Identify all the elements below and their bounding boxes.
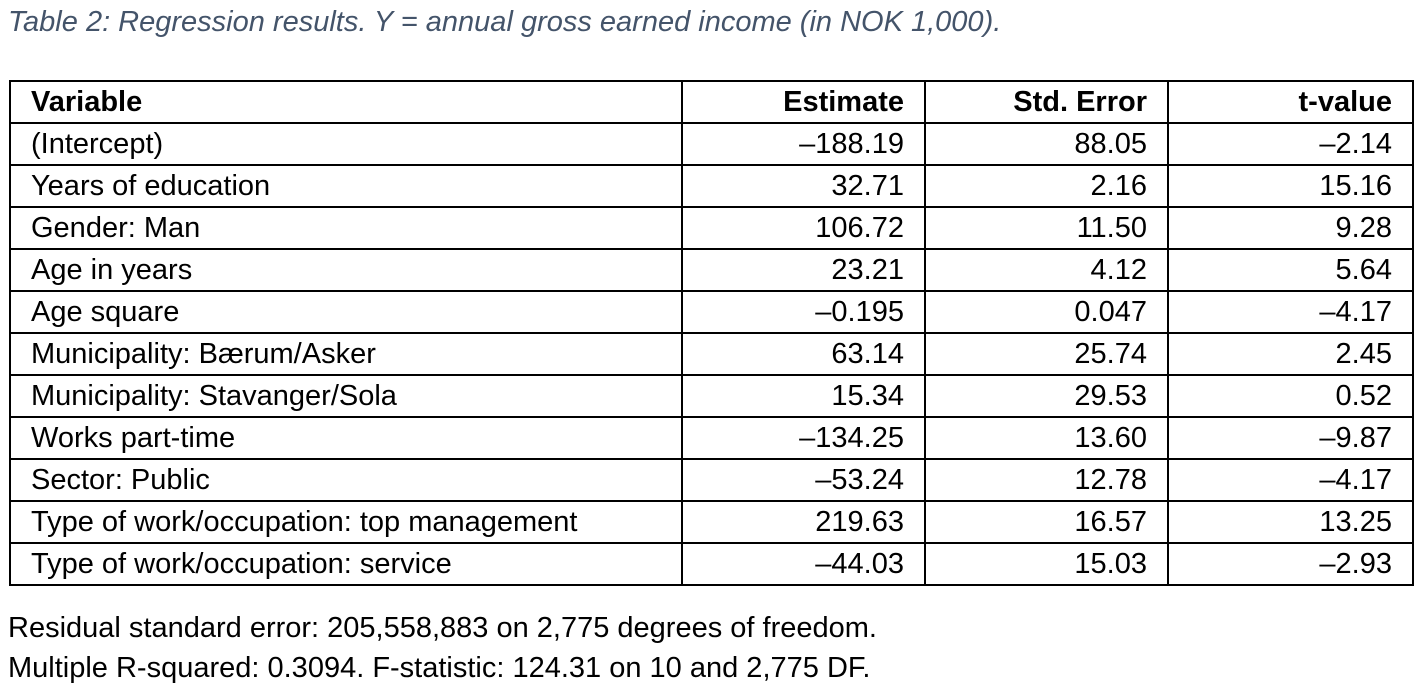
cell-std-error: 4.12 <box>924 248 1169 292</box>
header-std-error: Std. Error <box>924 80 1169 124</box>
header-estimate: Estimate <box>681 80 926 124</box>
residual-standard-error-note: Residual standard error: 205,558,883 on … <box>8 612 877 644</box>
cell-std-error: 11.50 <box>924 206 1169 250</box>
cell-t-value: –2.14 <box>1167 122 1414 166</box>
cell-t-value: 5.64 <box>1167 248 1414 292</box>
cell-std-error: 0.047 <box>924 290 1169 334</box>
cell-t-value: –9.87 <box>1167 416 1414 460</box>
cell-std-error: 88.05 <box>924 122 1169 166</box>
cell-estimate: 63.14 <box>681 332 926 376</box>
cell-t-value: 2.45 <box>1167 332 1414 376</box>
regression-table: Variable Estimate Std. Error t-value (In… <box>9 80 1414 586</box>
cell-t-value: 13.25 <box>1167 500 1414 544</box>
cell-t-value: –4.17 <box>1167 290 1414 334</box>
cell-t-value: 0.52 <box>1167 374 1414 418</box>
cell-estimate: –44.03 <box>681 542 926 586</box>
cell-estimate: 23.21 <box>681 248 926 292</box>
header-t-value: t-value <box>1167 80 1414 124</box>
cell-variable: (Intercept) <box>9 122 683 166</box>
table-row: Gender: Man 106.72 11.50 9.28 <box>9 206 1414 250</box>
cell-std-error: 15.03 <box>924 542 1169 586</box>
header-row: Variable Estimate Std. Error t-value <box>9 80 1414 124</box>
cell-estimate: 32.71 <box>681 164 926 208</box>
cell-std-error: 29.53 <box>924 374 1169 418</box>
cell-variable: Municipality: Bærum/Asker <box>9 332 683 376</box>
table-row: Municipality: Stavanger/Sola 15.34 29.53… <box>9 374 1414 418</box>
cell-variable: Municipality: Stavanger/Sola <box>9 374 683 418</box>
cell-variable: Years of education <box>9 164 683 208</box>
cell-variable: Sector: Public <box>9 458 683 502</box>
cell-std-error: 2.16 <box>924 164 1169 208</box>
table-row: Type of work/occupation: service –44.03 … <box>9 542 1414 586</box>
table-row: Age square –0.195 0.047 –4.17 <box>9 290 1414 334</box>
cell-t-value: 9.28 <box>1167 206 1414 250</box>
cell-variable: Age in years <box>9 248 683 292</box>
cell-std-error: 12.78 <box>924 458 1169 502</box>
cell-std-error: 25.74 <box>924 332 1169 376</box>
cell-variable: Gender: Man <box>9 206 683 250</box>
table-row: Age in years 23.21 4.12 5.64 <box>9 248 1414 292</box>
table-row: Years of education 32.71 2.16 15.16 <box>9 164 1414 208</box>
cell-std-error: 13.60 <box>924 416 1169 460</box>
table-row: Type of work/occupation: top management … <box>9 500 1414 544</box>
cell-t-value: 15.16 <box>1167 164 1414 208</box>
cell-estimate: –134.25 <box>681 416 926 460</box>
cell-estimate: –53.24 <box>681 458 926 502</box>
cell-variable: Works part-time <box>9 416 683 460</box>
cell-estimate: –0.195 <box>681 290 926 334</box>
cell-variable: Type of work/occupation: service <box>9 542 683 586</box>
cell-estimate: –188.19 <box>681 122 926 166</box>
r-squared-note: Multiple R-squared: 0.3094. F-statistic:… <box>8 652 871 684</box>
table-row: Works part-time –134.25 13.60 –9.87 <box>9 416 1414 460</box>
cell-t-value: –4.17 <box>1167 458 1414 502</box>
table-caption: Table 2: Regression results. Y = annual … <box>8 6 1002 38</box>
header-variable: Variable <box>9 80 683 124</box>
table-row: Municipality: Bærum/Asker 63.14 25.74 2.… <box>9 332 1414 376</box>
cell-estimate: 15.34 <box>681 374 926 418</box>
table-row: (Intercept) –188.19 88.05 –2.14 <box>9 122 1414 166</box>
table-row: Sector: Public –53.24 12.78 –4.17 <box>9 458 1414 502</box>
cell-estimate: 219.63 <box>681 500 926 544</box>
cell-variable: Type of work/occupation: top management <box>9 500 683 544</box>
cell-std-error: 16.57 <box>924 500 1169 544</box>
cell-variable: Age square <box>9 290 683 334</box>
cell-t-value: –2.93 <box>1167 542 1414 586</box>
cell-estimate: 106.72 <box>681 206 926 250</box>
